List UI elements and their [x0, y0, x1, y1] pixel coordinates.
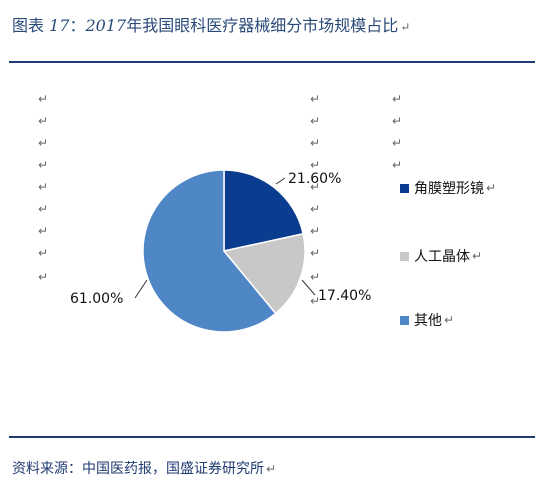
paragraph-mark: ↵ — [38, 158, 49, 172]
title-year: 2017 — [85, 16, 127, 35]
title-figure-number: 17 — [49, 16, 70, 35]
paragraph-mark: ↵ — [38, 136, 49, 150]
pie-slice-other — [142, 169, 277, 333]
paragraph-mark: ↵ — [310, 270, 321, 284]
paragraph-mark: ↵ — [392, 92, 403, 106]
paragraph-mark: ↵ — [38, 180, 49, 194]
paragraph-mark: ↵ — [38, 202, 49, 216]
paragraph-mark: ↵ — [310, 224, 321, 238]
top-divider — [9, 61, 535, 63]
title-prefix: 图表 — [12, 16, 50, 35]
paragraph-mark: ↵ — [310, 92, 321, 106]
data-label-other: 61.00% — [70, 291, 123, 307]
paragraph-mark: ↵ — [444, 313, 455, 327]
paragraph-mark: ↵ — [38, 92, 49, 106]
pie-slice-intraocular-lens — [222, 232, 306, 315]
chart-title: 图表 17：2017年我国眼科医疗器械细分市场规模占比 ↵ — [12, 12, 410, 36]
legend-item-other: 其他 ↵ — [400, 310, 454, 330]
paragraph-mark: ↵ — [310, 246, 321, 260]
paragraph-mark: ↵ — [310, 294, 321, 308]
paragraph-mark: ↵ — [38, 246, 49, 260]
source-text: 资料来源：中国医药报，国盛证券研究所 — [12, 461, 264, 477]
legend-swatch-corneal-lens — [400, 183, 409, 193]
legend-item-intraocular-lens: 人工晶体 ↵ — [400, 246, 482, 266]
paragraph-mark: ↵ — [310, 158, 321, 172]
legend-swatch-intraocular-lens — [400, 251, 409, 261]
legend-label-intraocular-lens: 人工晶体 — [414, 249, 470, 265]
leader-line-corneal-lens — [275, 177, 286, 185]
legend-label-corneal-lens: 角膜塑形镜 — [414, 181, 484, 197]
title-separator: ： — [69, 16, 86, 35]
title-text: 年我国眼科医疗器械细分市场规模占比 — [126, 16, 399, 35]
paragraph-mark: ↵ — [392, 136, 403, 150]
data-label-intraocular-lens: 17.40% — [318, 288, 371, 304]
data-label-corneal-lens: 21.60% — [288, 171, 341, 187]
legend-item-corneal-lens: 角膜塑形镜 ↵ — [400, 178, 496, 198]
paragraph-mark: ↵ — [310, 114, 321, 128]
source-note: 资料来源：中国医药报，国盛证券研究所 ↵ — [12, 458, 276, 478]
paragraph-mark: ↵ — [392, 158, 403, 172]
paragraph-mark: ↵ — [400, 20, 411, 34]
legend-swatch-other — [400, 315, 409, 325]
paragraph-mark: ↵ — [486, 181, 497, 195]
leader-line-intraocular-lens — [301, 279, 316, 296]
paragraph-mark: ↵ — [38, 270, 49, 284]
paragraph-mark: ↵ — [310, 202, 321, 216]
paragraph-mark: ↵ — [266, 462, 277, 476]
paragraph-mark: ↵ — [310, 136, 321, 150]
legend-label-other: 其他 — [414, 313, 442, 329]
paragraph-mark: ↵ — [38, 114, 49, 128]
pie-slice-corneal-lens — [223, 169, 305, 252]
paragraph-mark: ↵ — [472, 249, 483, 263]
paragraph-mark: ↵ — [392, 114, 403, 128]
bottom-divider — [9, 436, 535, 438]
leader-line-other — [134, 279, 148, 299]
paragraph-mark: ↵ — [310, 180, 321, 194]
paragraph-mark: ↵ — [38, 224, 49, 238]
